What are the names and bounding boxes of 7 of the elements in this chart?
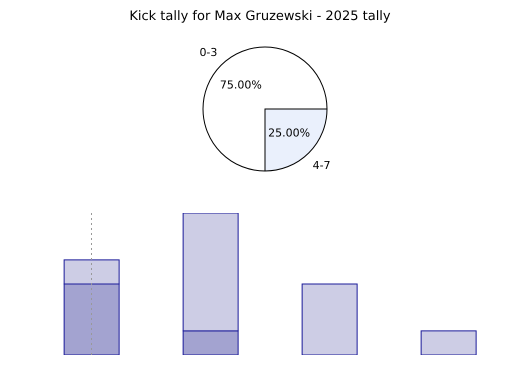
data-label: 25.00% (268, 126, 310, 140)
data-label: 75.00% (220, 78, 262, 92)
chart-title: Kick tally for Max Gruzewski - 2025 tally (128, 8, 392, 26)
bar (420, 330, 477, 355)
bar (302, 284, 358, 355)
slice-label: 4-7 (312, 159, 331, 172)
slice-label: 0-3 (199, 46, 218, 59)
